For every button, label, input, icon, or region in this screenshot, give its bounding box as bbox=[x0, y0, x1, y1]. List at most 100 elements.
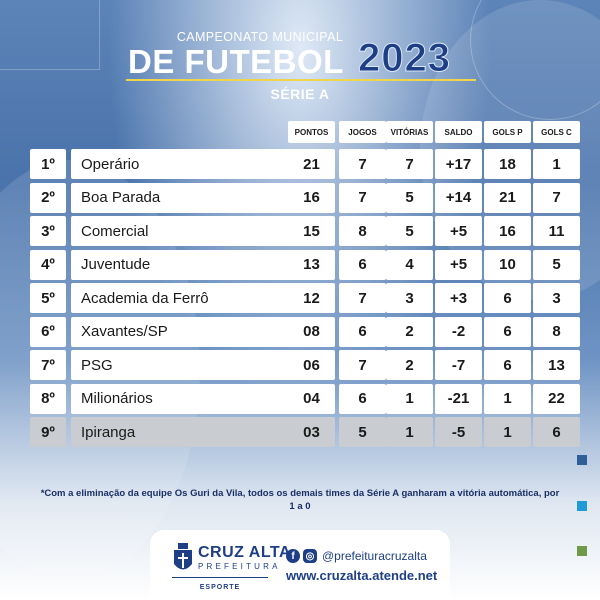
stat-cell-jogos: 6 bbox=[339, 316, 386, 347]
stat-cell-gols_p: 21 bbox=[484, 182, 531, 213]
team-name-cell: Milionários bbox=[71, 383, 311, 414]
stat-cell-saldo: -5 bbox=[435, 417, 482, 447]
stat-cell-gols_p: 1 bbox=[484, 417, 531, 447]
column-header-vitorias: VITÓRIAS bbox=[386, 121, 433, 143]
stat-cell-pontos: 16 bbox=[288, 182, 335, 213]
city-crest-icon bbox=[174, 543, 192, 570]
stat-cell-gols_c: 3 bbox=[533, 283, 580, 313]
stat-cell-jogos: 8 bbox=[339, 216, 386, 246]
team-name-cell: Juventude bbox=[71, 249, 311, 280]
column-header-saldo: SALDO bbox=[435, 121, 482, 143]
side-square-3 bbox=[577, 546, 587, 556]
logo-subtitle: PREFEITURA bbox=[198, 562, 281, 571]
position-cell: 8º bbox=[30, 383, 66, 414]
stat-cell-gols_p: 10 bbox=[484, 249, 531, 280]
logo-divider bbox=[172, 577, 268, 578]
stat-cell-pontos: 13 bbox=[288, 249, 335, 280]
stat-cell-gols_c: 7 bbox=[533, 182, 580, 213]
column-header-pontos: PONTOS bbox=[288, 121, 335, 143]
stat-cell-saldo: +5 bbox=[435, 216, 482, 246]
logo-department: ESPORTE bbox=[199, 584, 241, 591]
stat-cell-gols_p: 6 bbox=[484, 350, 531, 380]
position-cell: 3º bbox=[30, 216, 66, 246]
stat-cell-jogos: 6 bbox=[339, 249, 386, 280]
stat-cell-vitorias: 5 bbox=[386, 216, 433, 246]
pitch-box bbox=[0, 0, 100, 70]
website-link[interactable]: www.cruzalta.atende.net bbox=[286, 568, 438, 583]
header-year: 2023 bbox=[358, 36, 451, 81]
series-label: SÉRIE A bbox=[270, 86, 330, 102]
stat-cell-jogos: 7 bbox=[339, 182, 386, 213]
stat-cell-vitorias: 4 bbox=[386, 249, 433, 280]
column-header-gols_p: GOLS P bbox=[484, 121, 531, 143]
column-header-jogos: JOGOS bbox=[339, 121, 386, 143]
table-row: 3º Comercial 15 8 5 +5 16 11 bbox=[30, 216, 580, 246]
table-row: 5º Academia da Ferrô 12 7 3 +3 6 3 bbox=[30, 283, 580, 313]
stat-cell-gols_c: 5 bbox=[533, 249, 580, 280]
position-cell: 6º bbox=[30, 316, 66, 347]
stat-cell-gols_p: 6 bbox=[484, 316, 531, 347]
team-name-cell: PSG bbox=[71, 350, 311, 380]
stat-cell-saldo: +17 bbox=[435, 149, 482, 179]
header: CAMPEONATO MUNICIPAL DE FUTEBOL 2023 SÉR… bbox=[0, 0, 600, 110]
stat-cell-vitorias: 2 bbox=[386, 316, 433, 347]
title-divider bbox=[126, 79, 476, 81]
social-handle[interactable]: @prefeituracruzalta bbox=[322, 549, 427, 563]
stat-cell-saldo: -21 bbox=[435, 383, 482, 414]
team-name-cell: Boa Parada bbox=[71, 182, 311, 213]
stat-cell-saldo: +14 bbox=[435, 182, 482, 213]
stat-cell-pontos: 15 bbox=[288, 216, 335, 246]
table-row: 2º Boa Parada 16 7 5 +14 21 7 bbox=[30, 182, 580, 213]
stat-cell-jogos: 7 bbox=[339, 149, 386, 179]
table-row: 8º Milionários 04 6 1 -21 1 22 bbox=[30, 383, 580, 414]
position-cell: 1º bbox=[30, 149, 66, 179]
stat-cell-gols_c: 11 bbox=[533, 216, 580, 246]
table-row: 9º Ipiranga 03 5 1 -5 1 6 bbox=[30, 417, 580, 447]
stat-cell-vitorias: 2 bbox=[386, 350, 433, 380]
stat-cell-jogos: 7 bbox=[339, 283, 386, 313]
stat-cell-saldo: -7 bbox=[435, 350, 482, 380]
side-square-2 bbox=[577, 501, 587, 511]
instagram-icon[interactable]: ◎ bbox=[303, 549, 317, 563]
stat-cell-vitorias: 5 bbox=[386, 182, 433, 213]
position-cell: 5º bbox=[30, 283, 66, 313]
stat-cell-pontos: 08 bbox=[288, 316, 335, 347]
stat-cell-saldo: -2 bbox=[435, 316, 482, 347]
stat-cell-pontos: 12 bbox=[288, 283, 335, 313]
position-cell: 9º bbox=[30, 417, 66, 447]
table-row: 1º Operário 21 7 7 +17 18 1 bbox=[30, 149, 580, 179]
table-row: 7º PSG 06 7 2 -7 6 13 bbox=[30, 350, 580, 380]
stat-cell-jogos: 5 bbox=[339, 417, 386, 447]
position-cell: 2º bbox=[30, 182, 66, 213]
footer-panel: CRUZ ALTA PREFEITURA ESPORTE f ◎ @prefei… bbox=[150, 530, 450, 600]
stat-cell-saldo: +5 bbox=[435, 249, 482, 280]
stat-cell-vitorias: 1 bbox=[386, 383, 433, 414]
stat-cell-pontos: 06 bbox=[288, 350, 335, 380]
stat-cell-vitorias: 3 bbox=[386, 283, 433, 313]
stat-cell-gols_c: 6 bbox=[533, 417, 580, 447]
header-top-line: CAMPEONATO MUNICIPAL bbox=[176, 30, 344, 44]
facebook-icon[interactable]: f bbox=[286, 549, 300, 563]
stat-cell-gols_p: 1 bbox=[484, 383, 531, 414]
side-square-1 bbox=[577, 455, 587, 465]
stat-cell-pontos: 21 bbox=[288, 149, 335, 179]
logo-wordmark: CRUZ ALTA bbox=[198, 544, 292, 561]
stat-cell-gols_p: 18 bbox=[484, 149, 531, 179]
stat-cell-saldo: +3 bbox=[435, 283, 482, 313]
social-links: f ◎ @prefeituracruzalta bbox=[286, 549, 427, 563]
stat-cell-jogos: 7 bbox=[339, 350, 386, 380]
stat-cell-gols_c: 22 bbox=[533, 383, 580, 414]
column-header-gols_c: GOLS C bbox=[533, 121, 580, 143]
stat-cell-gols_c: 8 bbox=[533, 316, 580, 347]
team-name-cell: Operário bbox=[71, 149, 311, 179]
stat-cell-gols_c: 13 bbox=[533, 350, 580, 380]
stat-cell-pontos: 04 bbox=[288, 383, 335, 414]
team-name-cell: Academia da Ferrô bbox=[71, 283, 311, 313]
table-row: 4º Juventude 13 6 4 +5 10 5 bbox=[30, 249, 580, 280]
position-cell: 4º bbox=[30, 249, 66, 280]
stat-cell-vitorias: 1 bbox=[386, 417, 433, 447]
team-name-cell: Comercial bbox=[71, 216, 311, 246]
table-row: 6º Xavantes/SP 08 6 2 -2 6 8 bbox=[30, 316, 580, 347]
stat-cell-gols_p: 16 bbox=[484, 216, 531, 246]
team-name-cell: Xavantes/SP bbox=[71, 316, 311, 347]
